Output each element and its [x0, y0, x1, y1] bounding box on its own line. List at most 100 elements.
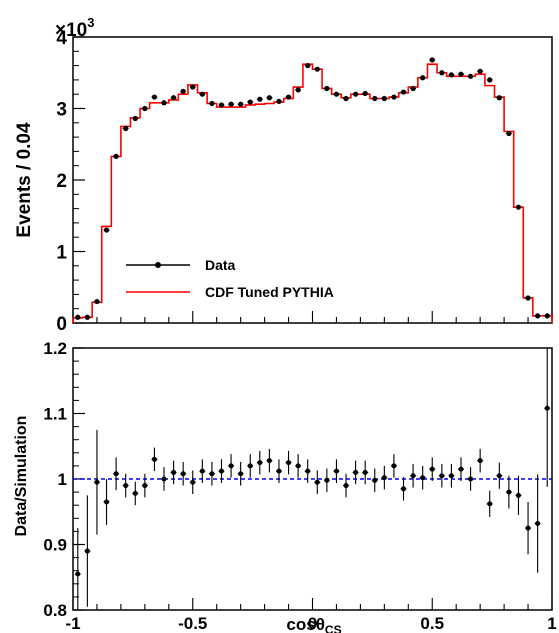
bottom-x-ticks: -1 -0.5 0 0.5 1	[65, 598, 557, 633]
ratio-point	[180, 471, 186, 477]
ratio-point	[151, 456, 157, 462]
ratio-point	[496, 473, 502, 479]
ratio-point	[209, 471, 215, 477]
ratio-point	[104, 499, 110, 505]
data-point	[544, 313, 550, 319]
data-point	[477, 68, 483, 74]
data-point	[218, 102, 225, 108]
ratio-point	[477, 458, 483, 464]
ratio-point	[171, 469, 177, 475]
ratio-point	[343, 483, 349, 489]
ratio-point	[247, 463, 253, 469]
data-point	[525, 295, 531, 301]
data-point	[372, 95, 378, 102]
top-y-tick-label: 3	[56, 100, 67, 121]
data-point	[84, 314, 90, 320]
data-point	[324, 85, 330, 92]
ratio-point	[506, 489, 512, 495]
top-y-tick-label: 0	[56, 314, 67, 335]
ratio-point	[199, 468, 205, 474]
data-point	[353, 91, 359, 97]
data-point	[305, 63, 311, 69]
ratio-point	[439, 473, 445, 479]
y-multiplier-base: ×10	[55, 20, 87, 41]
data-point	[94, 298, 100, 305]
top-y-ticks: 0 1 2 3 4	[56, 28, 85, 335]
ratio-point	[458, 466, 464, 472]
ratio-point	[372, 477, 378, 483]
legend-data-marker	[155, 262, 161, 268]
bottom-y-tick-label: 1	[58, 470, 67, 489]
ratio-point	[468, 476, 474, 482]
ratio-point	[544, 405, 550, 411]
data-point	[439, 70, 445, 76]
ratio-point	[381, 475, 387, 481]
bottom-panel: 0.8 0.9 1 1.1 1.2 -1 -0.5 0 0.5 1 Data/Simulatio…	[13, 339, 557, 633]
ratio-point	[218, 468, 224, 474]
x-axis-label: cosθCS	[286, 615, 341, 633]
ratio-point	[448, 473, 454, 479]
ratio-point	[305, 468, 311, 474]
ratio-point	[228, 463, 234, 469]
data-point	[333, 91, 340, 97]
data-point	[123, 125, 129, 132]
data-point	[362, 90, 368, 97]
bottom-y-tick-label: 0.9	[43, 536, 67, 555]
data-point	[238, 101, 244, 107]
ratio-point	[123, 483, 129, 489]
ratio-point	[410, 473, 416, 479]
ratio-point	[190, 479, 196, 485]
ratio-point	[75, 571, 81, 577]
data-point	[381, 95, 387, 102]
data-point	[420, 75, 426, 81]
data-point	[161, 100, 167, 106]
ratio-point	[525, 525, 531, 531]
data-point	[448, 72, 455, 78]
top-y-tick-label: 1	[56, 243, 67, 264]
data-point	[467, 73, 474, 79]
legend-data-label: Data	[205, 257, 236, 273]
data-point	[180, 88, 186, 94]
x-axis-label-main: cosθ	[286, 615, 324, 633]
data-point	[247, 99, 253, 105]
ratio-point	[420, 475, 426, 481]
ratio-point	[257, 460, 263, 466]
ratio-point	[487, 501, 493, 507]
data-point	[429, 57, 435, 63]
data-point	[257, 96, 263, 102]
ratio-point	[238, 471, 244, 477]
bottom-x-tick-label: -1	[65, 614, 80, 633]
data-point	[276, 98, 282, 104]
top-x-ticks	[72, 311, 553, 323]
data-point	[314, 66, 320, 72]
data-point	[410, 85, 416, 92]
ratio-point	[286, 460, 292, 466]
ratio-point	[276, 468, 282, 474]
data-point	[400, 89, 407, 95]
data-point	[209, 100, 215, 107]
bottom-y-tick-label: 1.1	[43, 405, 67, 424]
bottom-y-tick-label: 1.2	[43, 339, 67, 358]
ratio-point	[324, 477, 330, 483]
ratio-point	[132, 490, 138, 496]
ratio-point	[113, 471, 119, 477]
bottom-x-tick-label: -0.5	[178, 614, 207, 633]
ratio-point	[84, 548, 90, 554]
bottom-x-tick-label: 0	[308, 614, 317, 633]
ratio-point	[94, 479, 100, 485]
legend-sim-label: CDF Tuned PYTHIA	[205, 284, 334, 300]
ratio-point	[429, 466, 435, 472]
data-point	[142, 105, 148, 112]
data-point	[113, 153, 119, 160]
data-point	[75, 314, 81, 320]
top-y-tick-label: 2	[56, 171, 67, 192]
ratio-point	[401, 486, 407, 492]
data-point	[515, 204, 522, 210]
x-axis-label-subscript: CS	[325, 623, 342, 633]
ratio-point	[362, 469, 368, 475]
ratio-point	[353, 469, 359, 475]
legend: Data CDF Tuned PYTHIA	[126, 257, 334, 300]
y-multiplier-label: ×103	[55, 15, 94, 41]
ratio-point	[515, 492, 521, 498]
